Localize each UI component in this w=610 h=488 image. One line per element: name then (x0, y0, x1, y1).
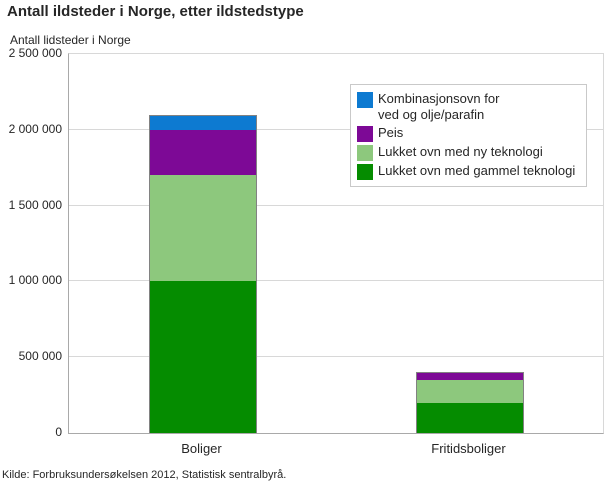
gridline (69, 128, 603, 130)
y-tick-label: 1 000 000 (8, 273, 62, 288)
source-note: Kilde: Forbruksundersøkelsen 2012, Stati… (2, 469, 287, 481)
x-tick-label-boliger: Boliger (181, 441, 222, 456)
bar-segment-boliger-lukket-ovn-med-ny-teknologi (148, 175, 257, 282)
legend-swatch-icon (357, 92, 373, 108)
bar-segment-boliger-lukket-ovn-med-gammel-teknologi (148, 281, 257, 433)
bar-segment-boliger-kombinasjonsovn-for-ved-og-olje-parafin (148, 114, 257, 130)
bar-segment-fritidsboliger-lukket-ovn-med-gammel-teknologi (415, 402, 524, 433)
legend-item-kombinasjonsovn-for-ved-og-olje-parafin: Kombinasjonsovn for ved og olje/parafin (357, 91, 580, 123)
legend-item-lukket-ovn-med-ny-teknologi: Lukket ovn med ny teknologi (357, 144, 580, 161)
legend-swatch-icon (357, 164, 373, 180)
gridline (69, 53, 603, 54)
legend-label: Peis (378, 125, 404, 140)
bar-segment-fritidsboliger-peis (415, 372, 524, 380)
gridline (69, 204, 603, 206)
legend-item-lukket-ovn-med-gammel-teknologi: Lukket ovn med gammel teknologi (357, 163, 580, 180)
legend: Kombinasjonsovn for ved og olje/parafin P… (350, 84, 587, 187)
y-tick-label: 500 000 (18, 349, 62, 364)
legend-label: Lukket ovn med ny teknologi (378, 144, 543, 159)
legend-label: Lukket ovn med gammel teknologi (378, 163, 576, 178)
bar-segment-fritidsboliger-lukket-ovn-med-ny-teknologi (415, 379, 524, 403)
y-tick-label: 1 500 000 (8, 197, 62, 212)
bar-segment-boliger-peis (148, 129, 257, 176)
legend-label: Kombinasjonsovn for ved og olje/parafin (378, 91, 500, 122)
legend-swatch-icon (357, 145, 373, 161)
chart-title: Antall ildsteder i Norge, etter ildsteds… (7, 3, 304, 20)
y-tick-label: 2 000 000 (8, 121, 62, 136)
y-tick-label: 2 500 000 (8, 46, 62, 60)
chart-subtitle: Antall lidsteder i Norge (10, 33, 131, 47)
gridline (69, 280, 603, 282)
plot-area (68, 53, 604, 434)
gridline (69, 356, 603, 358)
x-tick-label-fritidsboliger: Fritidsboliger (431, 441, 506, 456)
legend-swatch-icon (357, 126, 373, 142)
y-tick-label: 0 (55, 425, 62, 439)
legend-item-peis: Peis (357, 125, 580, 142)
